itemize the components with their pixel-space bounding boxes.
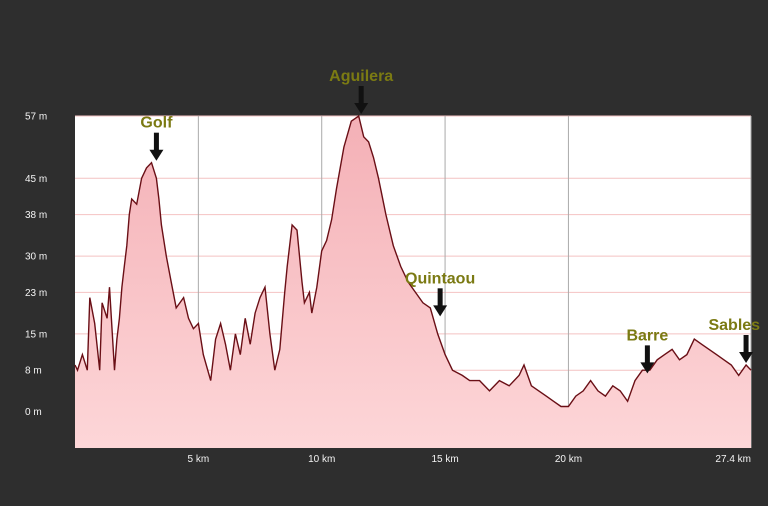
elevation-line [74, 114, 752, 408]
annotation-label: Sables [708, 317, 760, 334]
y-tick-label: 38 m [25, 210, 47, 221]
x-tick-label: 5 km [188, 454, 210, 465]
annotation-arrow-shaft [644, 345, 650, 364]
x-tick-label: 10 km [308, 454, 335, 465]
y-tick-label: 0 m [25, 407, 42, 418]
annotation-arrow-head [640, 362, 655, 374]
y-tick-label: 15 m [25, 329, 47, 340]
annotations: Golf Aguilera Quintaou Barre Sables [140, 68, 760, 374]
annotation-arrow-shaft [437, 288, 443, 307]
x-tick-label: 15 km [431, 454, 458, 465]
y-tick-label: 8 m [25, 366, 42, 377]
annotation-label: Aguilera [329, 68, 393, 85]
elevation-area [75, 116, 751, 448]
annotation-arrow-head [354, 103, 369, 114]
x-tick-label: 20 km [555, 454, 582, 465]
annotation-arrow-head [739, 352, 754, 363]
annotation-barre: Barre [626, 327, 668, 374]
annotation-arrow-head [433, 305, 448, 317]
annotation-arrow-shaft [153, 132, 159, 151]
annotation-label: Golf [140, 115, 173, 132]
annotation-aguilera: Aguilera [329, 68, 393, 114]
x-tick-label: 27.4 km [715, 454, 751, 465]
y-tick-label: 57 m [25, 112, 47, 123]
y-tick-label: 45 m [25, 174, 47, 185]
annotation-arrow-shaft [743, 335, 749, 353]
annotation-arrow-head [149, 149, 164, 161]
annotation-sables: Sables [708, 317, 760, 363]
annotation-label: Barre [626, 327, 668, 344]
annotation-arrow-shaft [358, 86, 364, 104]
annotation-quintaou: Quintaou [405, 270, 475, 317]
x-axis-ticks: 5 km 10 km 15 km 20 km 27.4 km [188, 454, 751, 465]
annotation-label: Quintaou [405, 270, 475, 287]
y-tick-label: 23 m [25, 288, 47, 299]
y-tick-label: 30 m [25, 252, 47, 263]
annotation-golf: Golf [140, 115, 173, 161]
y-axis-ticks: 57 m 45 m 38 m 30 m 23 m 15 m 8 m 0 m [25, 112, 47, 419]
